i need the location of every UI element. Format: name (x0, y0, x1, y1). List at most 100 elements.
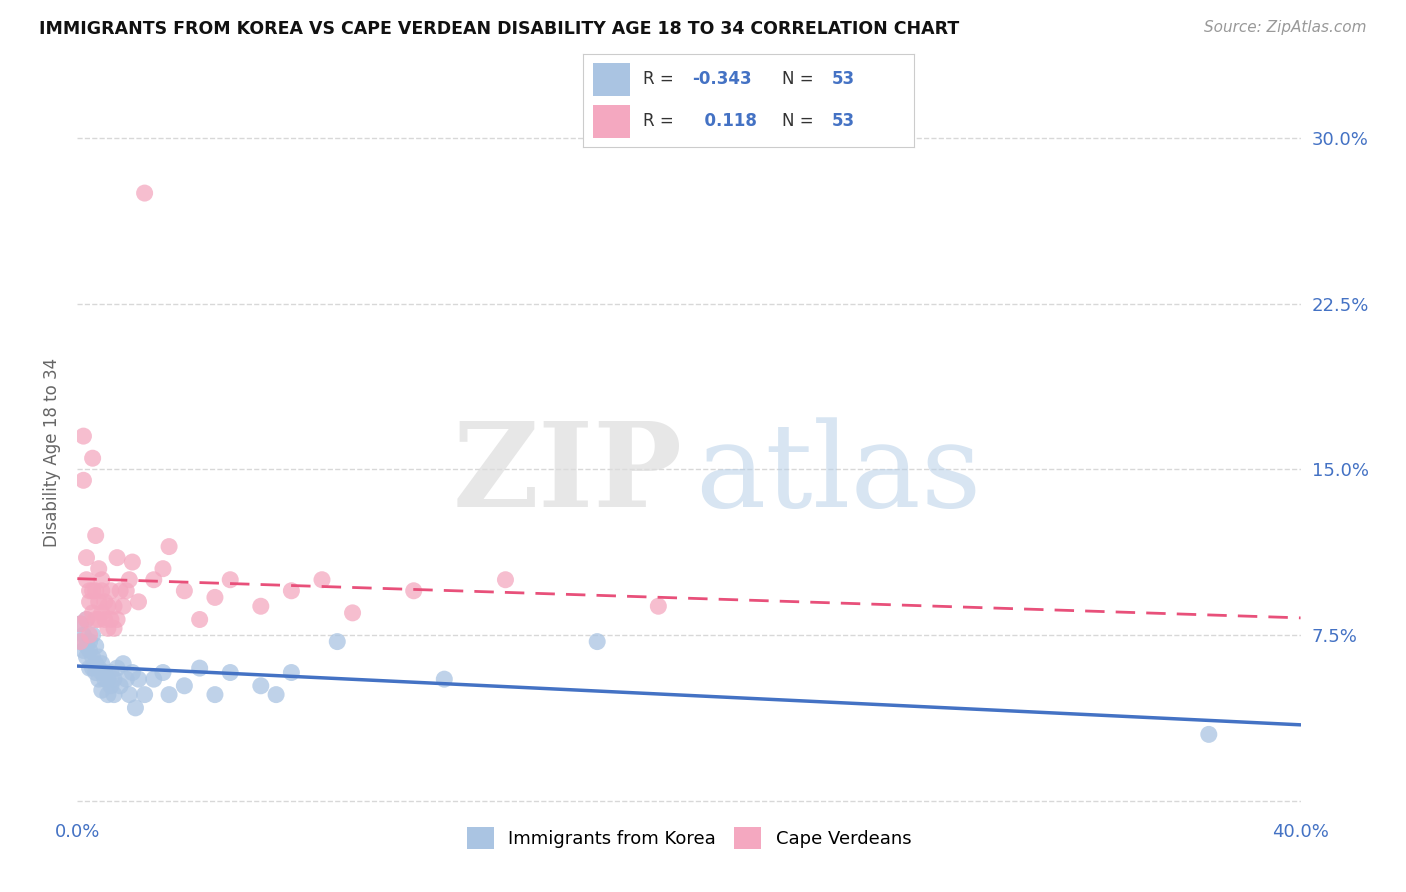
Point (72, 643, 94, 657)
Point (433, 672, 456, 686)
Point (311, 573, 333, 587)
Point (82, 606, 104, 620)
Point (79, 634, 101, 648)
Point (82, 628, 104, 642)
Point (82, 583, 104, 598)
Point (76, 573, 98, 587)
Point (1198, 727, 1220, 741)
Text: R =: R = (643, 112, 673, 130)
Point (157, 688, 180, 702)
Point (204, 688, 226, 702)
Point (84, 528, 107, 542)
Point (87, 661, 110, 675)
Point (103, 688, 125, 702)
Point (103, 621, 125, 635)
Point (90, 606, 112, 620)
Point (326, 634, 349, 648)
Point (103, 672, 125, 686)
Point (250, 599, 273, 614)
Y-axis label: Disability Age 18 to 34: Disability Age 18 to 34 (42, 358, 60, 548)
Point (82, 451, 104, 466)
Point (100, 665, 122, 680)
Point (94, 672, 117, 686)
Point (152, 562, 174, 576)
Point (100, 613, 122, 627)
Point (219, 573, 242, 587)
Point (97, 599, 120, 614)
Point (90, 583, 112, 598)
Point (115, 583, 138, 598)
Point (142, 573, 165, 587)
Point (87, 672, 110, 686)
Point (118, 688, 141, 702)
Point (402, 583, 425, 598)
Point (69, 634, 91, 648)
Text: IMMIGRANTS FROM KOREA VS CAPE VERDEAN DISABILITY AGE 18 TO 34 CORRELATION CHART: IMMIGRANTS FROM KOREA VS CAPE VERDEAN DI… (39, 20, 960, 37)
Point (87, 613, 110, 627)
Point (79, 583, 101, 598)
Point (97, 621, 120, 635)
Point (188, 661, 211, 675)
Point (100, 679, 122, 693)
Point (112, 599, 135, 614)
Point (250, 679, 273, 693)
Point (105, 613, 128, 627)
Point (103, 599, 125, 614)
Point (84, 665, 107, 680)
Point (188, 613, 211, 627)
Text: ZIP: ZIP (453, 417, 683, 532)
Text: 53: 53 (831, 112, 855, 130)
Point (69, 634, 91, 648)
Point (82, 661, 104, 675)
Text: -0.343: -0.343 (693, 70, 752, 88)
Point (142, 672, 165, 686)
Point (72, 473, 94, 487)
Point (90, 657, 112, 671)
Point (342, 606, 364, 620)
Point (79, 643, 101, 657)
Point (108, 679, 131, 693)
Point (173, 583, 195, 598)
Point (87, 562, 110, 576)
Point (79, 628, 101, 642)
Point (94, 595, 117, 609)
Point (84, 639, 107, 653)
Point (124, 701, 146, 715)
Point (280, 665, 302, 680)
Point (84, 657, 107, 671)
Point (121, 555, 143, 569)
Point (94, 613, 117, 627)
Point (97, 688, 120, 702)
Legend: Immigrants from Korea, Cape Verdeans: Immigrants from Korea, Cape Verdeans (460, 820, 918, 856)
Point (127, 595, 149, 609)
Point (173, 679, 195, 693)
Point (264, 688, 287, 702)
Text: N =: N = (782, 70, 813, 88)
Point (127, 672, 149, 686)
Point (87, 650, 110, 665)
Point (105, 550, 128, 565)
Point (121, 665, 143, 680)
Text: N =: N = (782, 112, 813, 130)
Point (118, 573, 141, 587)
Point (647, 599, 669, 614)
Point (495, 573, 517, 587)
Text: Source: ZipAtlas.com: Source: ZipAtlas.com (1204, 20, 1367, 35)
Point (76, 613, 98, 627)
Point (115, 672, 138, 686)
Point (76, 550, 98, 565)
Point (82, 650, 104, 665)
Text: R =: R = (643, 70, 673, 88)
Point (84, 613, 107, 627)
Text: 53: 53 (831, 70, 855, 88)
Point (134, 688, 156, 702)
Point (100, 583, 122, 598)
Point (79, 661, 101, 675)
Point (90, 665, 112, 680)
Point (94, 665, 117, 680)
Point (97, 672, 120, 686)
Point (76, 650, 98, 665)
Point (76, 613, 98, 627)
Point (79, 595, 101, 609)
Point (152, 665, 174, 680)
